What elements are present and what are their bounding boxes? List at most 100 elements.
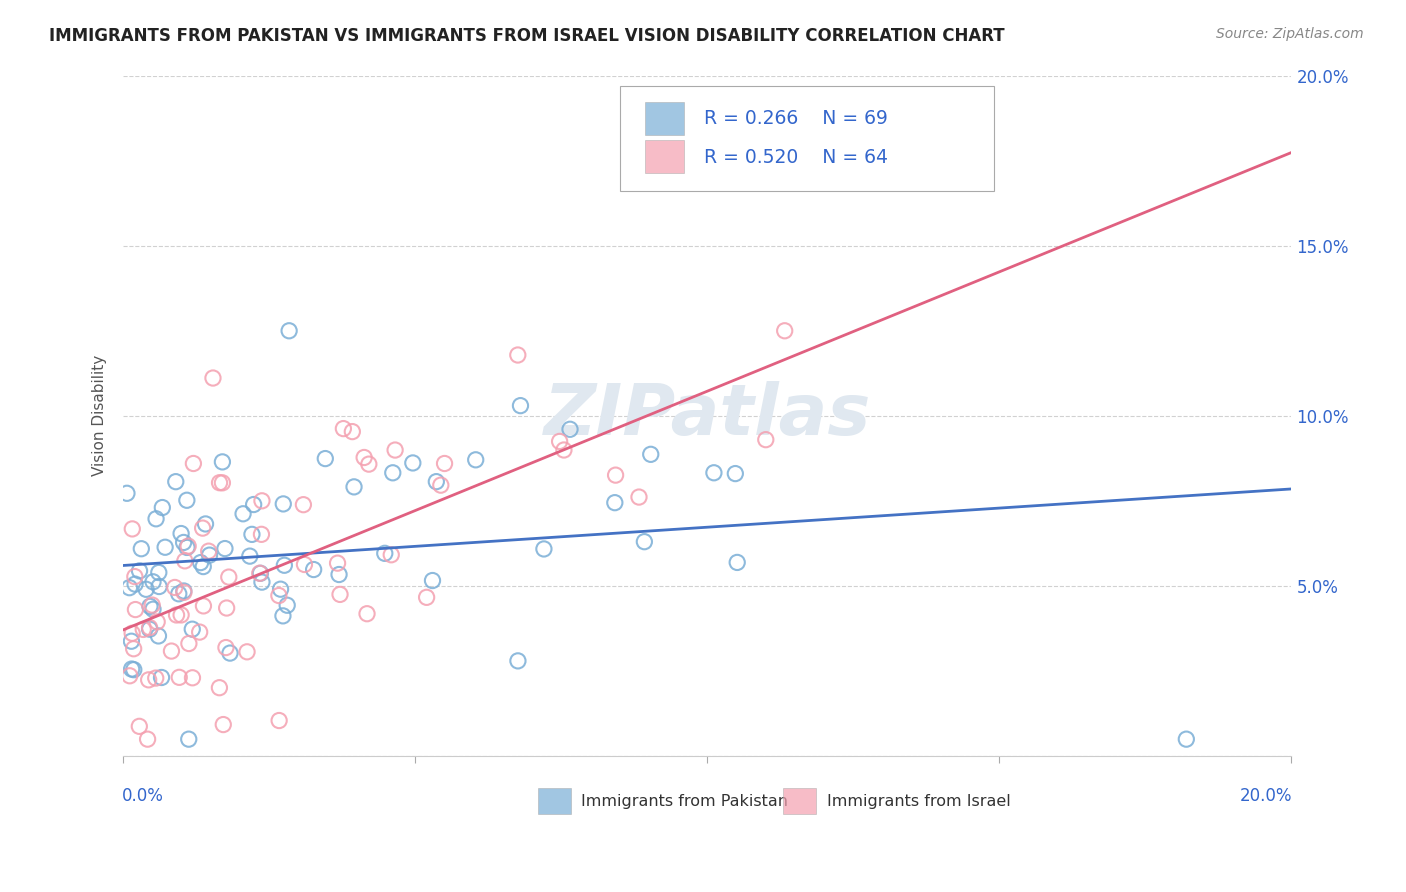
Point xyxy=(121,626,143,640)
Point xyxy=(269,714,291,728)
Point xyxy=(271,608,294,623)
Point xyxy=(384,443,406,458)
Text: R = 0.520    N = 64: R = 0.520 N = 64 xyxy=(704,148,887,168)
Point xyxy=(146,615,169,629)
Point xyxy=(425,475,447,489)
Point xyxy=(724,467,747,481)
Text: Immigrants from Israel: Immigrants from Israel xyxy=(827,794,1011,809)
Point xyxy=(208,681,231,695)
Point xyxy=(193,559,215,574)
Point xyxy=(332,422,354,436)
Text: 20.0%: 20.0% xyxy=(1240,787,1292,805)
Point xyxy=(342,425,364,439)
Point xyxy=(166,607,188,622)
Point xyxy=(605,468,627,483)
Point xyxy=(232,507,254,521)
Point xyxy=(212,717,235,731)
FancyBboxPatch shape xyxy=(645,102,683,135)
Point xyxy=(509,399,531,413)
Point xyxy=(380,548,402,562)
Point xyxy=(142,574,165,589)
Point xyxy=(121,522,143,536)
Point xyxy=(374,546,396,560)
Point xyxy=(250,493,273,508)
Point xyxy=(128,719,150,733)
Point xyxy=(553,442,575,457)
Text: ZIPatlas: ZIPatlas xyxy=(544,382,872,450)
Point xyxy=(603,496,626,510)
Point xyxy=(121,662,143,676)
Point xyxy=(214,541,236,556)
Point xyxy=(294,558,316,572)
Point xyxy=(165,475,187,489)
Point xyxy=(183,457,205,471)
Point xyxy=(381,466,404,480)
Point xyxy=(1175,732,1198,747)
Point xyxy=(191,521,214,535)
Point xyxy=(153,541,176,555)
Point xyxy=(415,591,437,605)
Text: R = 0.266    N = 69: R = 0.266 N = 69 xyxy=(704,109,887,128)
Point xyxy=(208,475,231,490)
Point xyxy=(148,566,170,580)
Point xyxy=(773,324,796,338)
Point xyxy=(167,670,190,684)
FancyBboxPatch shape xyxy=(538,789,571,814)
Point xyxy=(118,581,141,595)
Point xyxy=(135,582,157,597)
Point xyxy=(430,478,453,492)
Point xyxy=(402,456,425,470)
Point xyxy=(197,544,219,558)
Point xyxy=(142,602,165,616)
Point xyxy=(150,671,173,685)
Point xyxy=(270,582,292,597)
Point xyxy=(167,587,190,601)
Point xyxy=(138,621,160,635)
Point xyxy=(215,640,238,655)
Point xyxy=(215,601,238,615)
Point xyxy=(357,457,380,471)
Point xyxy=(356,607,378,621)
Point xyxy=(141,598,163,612)
Point xyxy=(755,433,778,447)
Point xyxy=(249,566,271,581)
Point xyxy=(218,570,240,584)
Point xyxy=(176,493,198,508)
Point xyxy=(181,671,204,685)
Point xyxy=(703,466,725,480)
Point xyxy=(124,602,146,616)
Point xyxy=(239,549,262,563)
Text: Immigrants from Pakistan: Immigrants from Pakistan xyxy=(581,794,789,809)
Point xyxy=(173,584,195,599)
Point xyxy=(193,599,215,613)
Point xyxy=(201,371,224,385)
Point xyxy=(314,451,336,466)
Point xyxy=(122,641,145,656)
Point xyxy=(249,566,271,581)
Point xyxy=(343,480,366,494)
Point xyxy=(548,434,571,449)
Point xyxy=(136,732,159,747)
FancyBboxPatch shape xyxy=(783,789,815,814)
Point xyxy=(250,527,273,541)
Point xyxy=(170,607,193,622)
Point xyxy=(122,663,145,677)
Point xyxy=(173,585,195,599)
Point xyxy=(173,535,195,549)
Point xyxy=(292,498,315,512)
Point xyxy=(139,599,162,614)
Point xyxy=(124,577,146,591)
Point xyxy=(250,575,273,590)
Point xyxy=(124,569,146,583)
Point xyxy=(278,324,301,338)
Point xyxy=(422,574,444,588)
Point xyxy=(190,556,212,570)
Point xyxy=(188,625,211,640)
Point xyxy=(148,580,170,594)
Point xyxy=(433,457,456,471)
Point xyxy=(533,541,555,556)
Point xyxy=(640,447,662,461)
Point xyxy=(177,732,200,747)
Point xyxy=(267,589,290,603)
Point xyxy=(276,599,298,613)
